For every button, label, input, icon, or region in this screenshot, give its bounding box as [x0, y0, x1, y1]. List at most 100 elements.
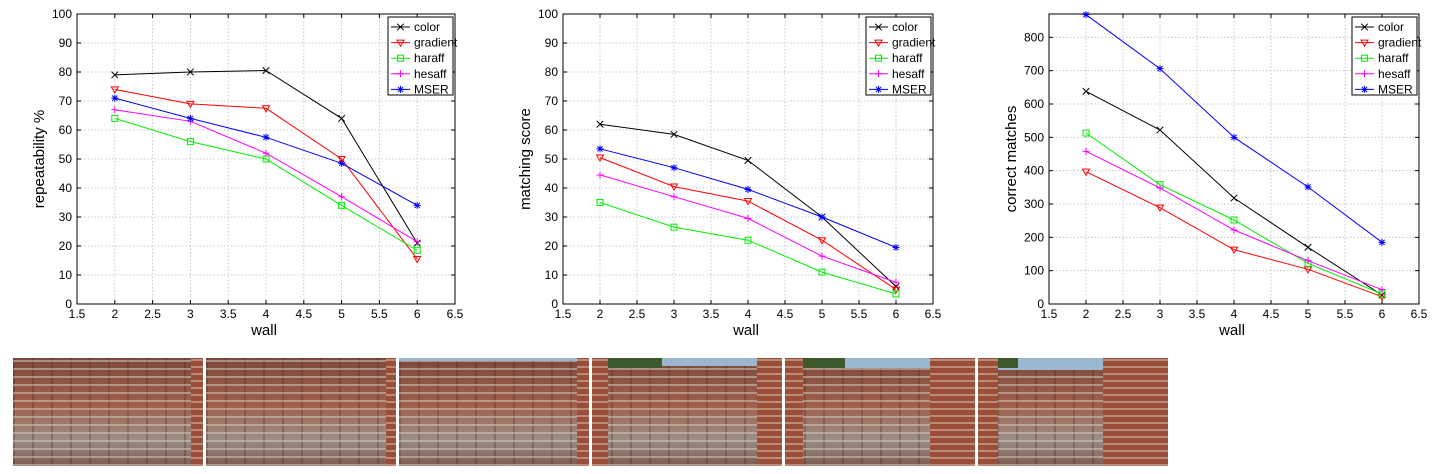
chart-2-series-5-point-legend1: [875, 85, 882, 93]
x-tick-label: 4: [1231, 307, 1238, 321]
chart-1-series-2-point-1: [110, 86, 120, 94]
chart-1-series-2-point-legend1: [396, 39, 405, 48]
legend-label-color: color: [1378, 20, 1404, 34]
plot-frame: [562, 13, 934, 305]
chart-2-series-5-point-1: [596, 145, 604, 153]
x-tick-label: 2.5: [1115, 307, 1132, 321]
x-tick-label: 6.5: [447, 307, 464, 321]
chart-3-series-5-point-2: [1156, 65, 1164, 73]
chart-2-series-gradient-line: [599, 157, 897, 290]
brick-pillar: [978, 358, 998, 466]
x-tick-label: 3: [1157, 307, 1164, 321]
chart-2: 1.5 2 2.5 3 3.5 4 4.5 5 5.5 6 6.5 0 10 20 30 40 50 60 70 80…: [517, 7, 942, 339]
chart-3-series-3-point-3: [1230, 216, 1238, 224]
brick-pillar: [930, 358, 975, 466]
chart-1-series-4-point-legend1: [397, 70, 404, 78]
foliage-strip: [592, 358, 662, 368]
y-tick-label: 30: [59, 210, 73, 224]
y-tick-label: 40: [59, 181, 73, 195]
chart-2-series-4-point-4: [818, 252, 826, 260]
plot-frame: [76, 13, 456, 305]
x-tick-label: 1.5: [555, 307, 572, 321]
sky-strip: [399, 358, 589, 361]
y-tick-label: 100: [538, 7, 558, 21]
x-tick-label: 6: [1379, 307, 1386, 321]
brick-pillar: [386, 358, 396, 466]
chart-2-series-3-point-2: [670, 223, 678, 231]
x-tick-label: 3: [187, 307, 194, 321]
brick-wall-texture: [13, 358, 203, 466]
brick-pillar: [785, 358, 803, 466]
chart-2-series-haraff-line: [599, 202, 897, 295]
x-tick-label: 2: [1083, 307, 1090, 321]
chart-1-series-4-point-3: [262, 149, 270, 157]
y-axis-label: matching score: [517, 108, 534, 210]
chart-3-series-4-point-1: [1082, 147, 1090, 155]
legend-box: [865, 16, 932, 96]
legend-label-hesaff: hesaff: [892, 67, 925, 81]
foliage-strip: [785, 358, 845, 368]
chart-2-series-1-point-2: [670, 130, 678, 139]
y-tick-label: 30: [545, 210, 559, 224]
wall-image-1: [13, 358, 203, 466]
chart-2-series-5-point-2: [670, 164, 678, 172]
wall-image-2: [206, 358, 396, 466]
brick-pillar: [577, 358, 589, 466]
chart-1-series-1-point-2: [186, 68, 195, 76]
chart-1-series-5-point-3: [262, 133, 270, 141]
x-tick-label: 6: [893, 307, 900, 321]
y-tick-label: 0: [1037, 297, 1044, 311]
y-tick-label: 100: [1024, 264, 1044, 278]
legend-label-mser: MSER: [1378, 82, 1413, 96]
legend-label-hesaff: hesaff: [1378, 67, 1411, 81]
chart-3-series-gradient-line: [1085, 171, 1383, 298]
y-tick-label: 20: [59, 239, 73, 253]
legend-label-color: color: [892, 20, 918, 34]
chart-3-series-4-point-legend1: [1361, 70, 1368, 78]
y-tick-label: 60: [545, 123, 559, 137]
charts-area: 1.5 2 2.5 3 3.5 4 4.5 5 5.5 6 6.501020304050607080…: [31, 7, 1428, 339]
x-tick-label: 5.5: [851, 307, 868, 321]
chart-1-series-5-point-5: [413, 201, 421, 209]
chart-2-series-4-point-3: [744, 214, 752, 222]
chart-3-series-5-point-3: [1230, 133, 1238, 141]
chart-1-series-2-point-2: [186, 100, 195, 109]
chart-2-series-3-point-legend1: [875, 54, 882, 62]
x-tick-label: 4.5: [295, 307, 312, 321]
x-tick-label: 3.5: [703, 307, 720, 321]
chart-3-series-4-point-3: [1230, 226, 1238, 234]
y-tick-label: 100: [52, 7, 72, 21]
y-tick-label: 10: [545, 268, 559, 282]
chart-3-series-1-point-1: [1082, 87, 1090, 95]
wall-image-5: [785, 358, 975, 466]
x-tick-label: 4: [263, 307, 270, 321]
chart-2-series-1-point-1: [596, 120, 604, 128]
chart-1-series-2-point-4: [337, 156, 346, 164]
y-tick-label: 90: [545, 36, 559, 50]
legend-label-haraff: haraff: [892, 51, 923, 65]
x-tick-label: 3: [671, 307, 678, 321]
chart-1-series-haraff-line: [114, 117, 418, 251]
y-tick-label: 20: [545, 239, 559, 253]
chart-1-series-3-point-5: [413, 246, 421, 254]
chart-1-series-gradient-line: [114, 88, 418, 260]
chart-3-series-2-point-1: [1081, 168, 1091, 177]
y-tick-label: 0: [551, 297, 558, 311]
chart-3-series-4-point-2: [1156, 184, 1164, 192]
x-tick-label: 3.5: [1189, 307, 1206, 321]
legend-label-mser: MSER: [414, 82, 449, 96]
chart-2-series-2-point-4: [817, 237, 827, 245]
y-axis-label: repeatability %: [31, 110, 48, 208]
chart-1-series-4-point-5: [413, 238, 421, 246]
chart-1-series-1-point-1: [111, 71, 119, 79]
brick-wall-texture: [399, 358, 589, 466]
x-tick-label: 1.5: [1041, 307, 1058, 321]
legend-label-haraff: haraff: [1378, 51, 1409, 65]
chart-2-series-2-point-1: [595, 154, 605, 163]
legend-box: [387, 16, 454, 96]
chart-1-series-5-point-legend1: [397, 85, 404, 93]
x-tick-label: 2.5: [144, 307, 161, 321]
chart-3-series-3-point-legend1: [1361, 54, 1368, 62]
wall-image-3: [399, 358, 589, 466]
